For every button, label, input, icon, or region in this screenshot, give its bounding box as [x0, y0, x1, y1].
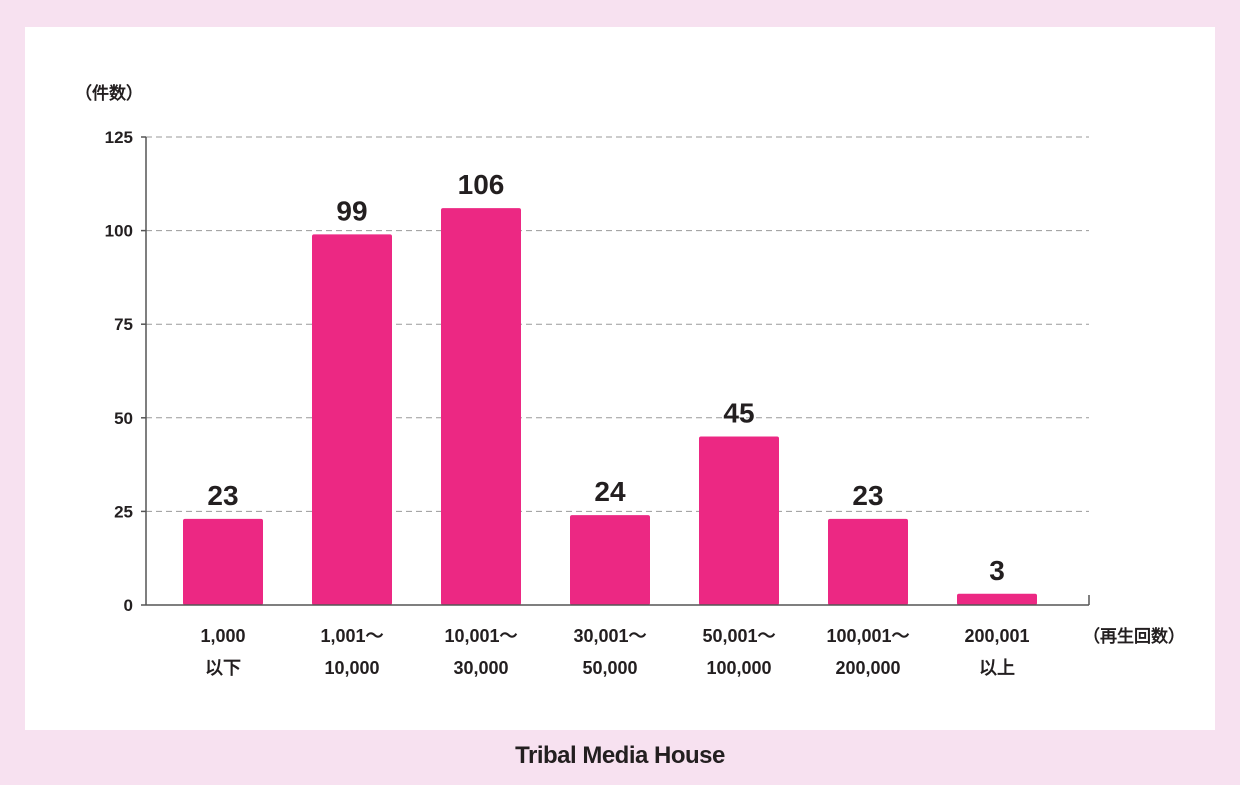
category-label: 以上 [979, 658, 1015, 678]
bar [828, 518, 908, 605]
y-tick-label: 100 [105, 222, 133, 241]
category-label: 以下 [205, 658, 241, 678]
axes [141, 136, 1090, 606]
bars [183, 208, 1037, 606]
bar [312, 234, 392, 605]
labels: 0 25 50 75 100 125 23 1,000 以下 99 1,001～ 10,000 106 1… [105, 128, 1030, 678]
data-label: 99 [336, 195, 367, 226]
category-label: 100,001～ [826, 626, 909, 646]
category-label: 200,001 [964, 626, 1029, 646]
category-label: 1,001～ [320, 626, 383, 646]
bar [441, 208, 521, 606]
data-label: 106 [458, 169, 505, 200]
category-label: 50,000 [582, 658, 637, 678]
category-label: 10,000 [324, 658, 379, 678]
category-label: 30,001～ [573, 626, 646, 646]
data-label: 23 [852, 480, 883, 511]
y-tick-label: 125 [105, 128, 133, 147]
data-label: 45 [723, 398, 754, 429]
bar [570, 515, 650, 605]
data-label: 24 [594, 476, 626, 507]
bar [183, 518, 263, 605]
brand-footer: Tribal Media House [515, 742, 725, 769]
bar [699, 436, 779, 605]
chart-panel [25, 27, 1215, 730]
category-label: 1,000 [200, 626, 245, 646]
y-tick-label: 0 [124, 596, 133, 615]
x-axis-unit-label: （再生回数） [1083, 626, 1185, 646]
category-label: 30,000 [453, 658, 508, 678]
category-label: 10,001～ [444, 626, 517, 646]
category-label: 200,000 [835, 658, 900, 678]
grid-lines [146, 136, 1089, 512]
y-tick-label: 50 [114, 409, 133, 428]
category-label: 50,001～ [702, 626, 775, 646]
data-label: 3 [989, 555, 1005, 586]
bar [957, 593, 1037, 605]
y-tick-label: 25 [114, 502, 133, 521]
y-tick-label: 75 [114, 315, 133, 334]
data-label: 23 [207, 480, 238, 511]
category-label: 100,000 [706, 658, 771, 678]
y-axis-unit-label: （件数） [75, 83, 143, 103]
